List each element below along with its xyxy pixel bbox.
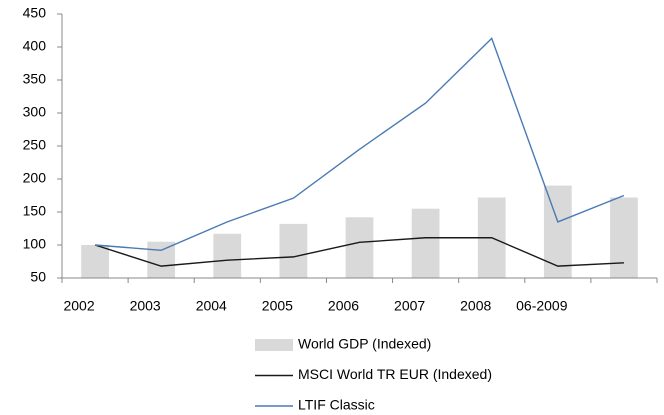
y-tick-label: 300 bbox=[23, 104, 47, 120]
legend-swatch bbox=[255, 339, 293, 351]
bar bbox=[81, 245, 109, 278]
y-tick-label: 200 bbox=[23, 170, 47, 186]
x-tick-label: 2008 bbox=[460, 298, 491, 314]
x-tick-label: 2005 bbox=[262, 298, 293, 314]
y-tick-label: 250 bbox=[23, 137, 47, 153]
y-tick-label: 100 bbox=[23, 236, 47, 252]
bar bbox=[543, 185, 572, 278]
legend-label: LTIF Classic bbox=[298, 397, 375, 413]
y-tick-label: 450 bbox=[23, 5, 47, 21]
x-tick-label: 2004 bbox=[196, 298, 227, 314]
y-tick-label: 350 bbox=[23, 71, 47, 87]
y-tick-label: 50 bbox=[30, 269, 46, 285]
bar bbox=[213, 233, 242, 278]
bar bbox=[610, 197, 638, 278]
x-tick-label: 06-2009 bbox=[516, 298, 568, 314]
y-tick-label: 400 bbox=[23, 38, 47, 54]
x-tick-label: 2003 bbox=[130, 298, 161, 314]
bar bbox=[147, 241, 176, 278]
x-tick-label: 2007 bbox=[394, 298, 425, 314]
x-tick-label: 2002 bbox=[63, 298, 94, 314]
x-tick-label: 2006 bbox=[328, 298, 359, 314]
y-tick-label: 150 bbox=[23, 203, 47, 219]
line bbox=[94, 37, 625, 251]
bar bbox=[345, 217, 374, 278]
line bbox=[94, 237, 624, 267]
legend-label: MSCI World TR EUR (Indexed) bbox=[298, 366, 492, 382]
bar bbox=[411, 208, 440, 278]
legend-label: World GDP (Indexed) bbox=[298, 336, 431, 352]
bar bbox=[279, 223, 308, 278]
